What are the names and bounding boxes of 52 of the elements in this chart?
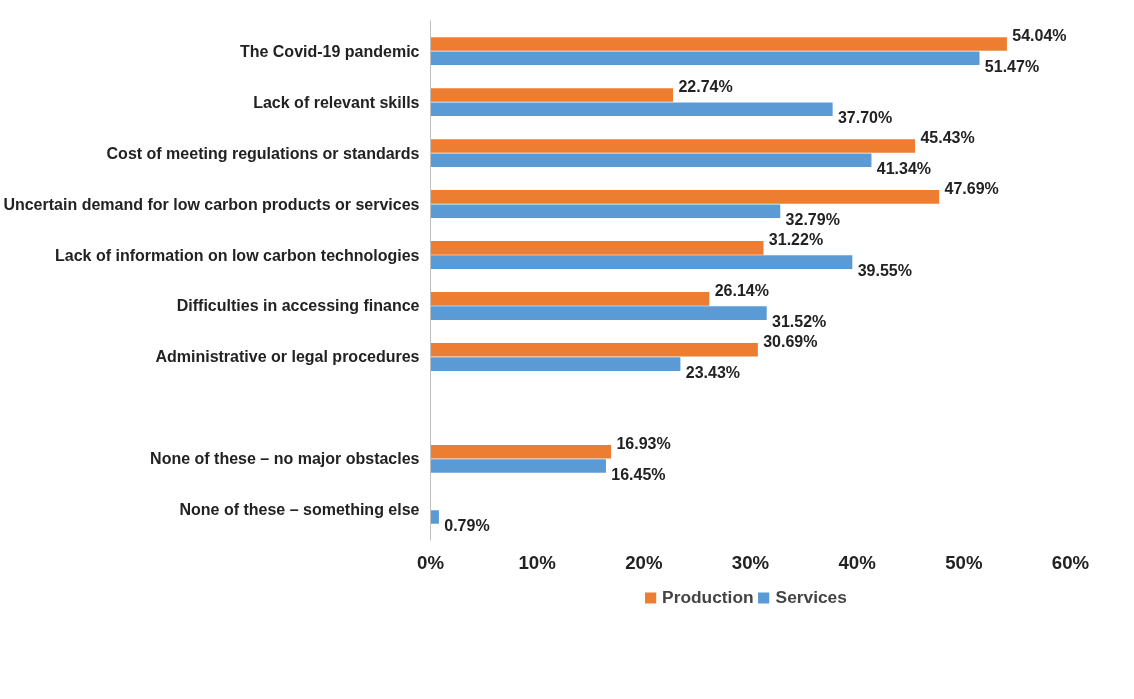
bar [430, 153, 872, 167]
bar [430, 102, 833, 116]
data-label: 30.69% [763, 332, 818, 350]
bar [430, 510, 439, 524]
data-label: 31.22% [768, 230, 824, 248]
bar [430, 204, 781, 218]
data-label: 32.79% [785, 211, 840, 229]
data-label: 39.55% [857, 262, 912, 280]
y-tick-label: None of these – something else [179, 501, 420, 519]
bar [430, 51, 980, 66]
y-tick-label: Lack of relevant skills [253, 93, 420, 111]
bar [430, 459, 606, 473]
y-tick-label: None of these – no major obstacles [150, 450, 420, 468]
bar [430, 255, 853, 269]
legend-label: Production [662, 586, 754, 608]
bar [430, 292, 710, 306]
y-tick-label: Cost of meeting regulations or standards [106, 144, 420, 162]
data-label: 45.43% [920, 128, 975, 146]
y-tick-label: Lack of information on low carbon technologies [55, 246, 420, 264]
bar [430, 88, 674, 102]
y-tick-label: The Covid-19 pandemic [239, 42, 420, 60]
y-tick-label: Administrative or legal procedures [155, 348, 420, 366]
data-label: 23.43% [685, 364, 741, 382]
bar [430, 139, 916, 153]
data-label: 16.93% [616, 434, 671, 452]
x-tick-label: 20% [625, 551, 663, 573]
bar [430, 357, 681, 371]
y-tick-label: Uncertain demand for low carbon products or services [3, 195, 420, 213]
data-label: 37.70% [837, 109, 893, 127]
bar [430, 190, 940, 204]
x-tick-label: 60% [1051, 551, 1090, 573]
legend-label: Services [775, 586, 847, 608]
bar [430, 241, 764, 255]
bar [430, 37, 1007, 51]
bar [430, 343, 758, 357]
data-label: 0.79% [444, 517, 490, 535]
data-label: 47.69% [944, 179, 999, 197]
x-tick-label: 40% [838, 551, 877, 573]
data-label: 22.74% [678, 77, 733, 95]
data-label: 16.45% [611, 466, 666, 484]
y-tick-label: Difficulties in accessing finance [176, 297, 420, 315]
bar [430, 445, 612, 459]
x-tick-label: 50% [945, 551, 983, 573]
data-label: 41.34% [876, 160, 932, 178]
data-label: 54.04% [1012, 26, 1067, 44]
bar [430, 306, 767, 320]
x-tick-label: 10% [518, 551, 557, 573]
x-tick-label: 0% [417, 551, 445, 573]
data-label: 26.14% [714, 281, 769, 299]
data-label: 31.52% [772, 313, 827, 331]
x-tick-label: 30% [731, 551, 770, 573]
data-label: 51.47% [984, 58, 1040, 76]
